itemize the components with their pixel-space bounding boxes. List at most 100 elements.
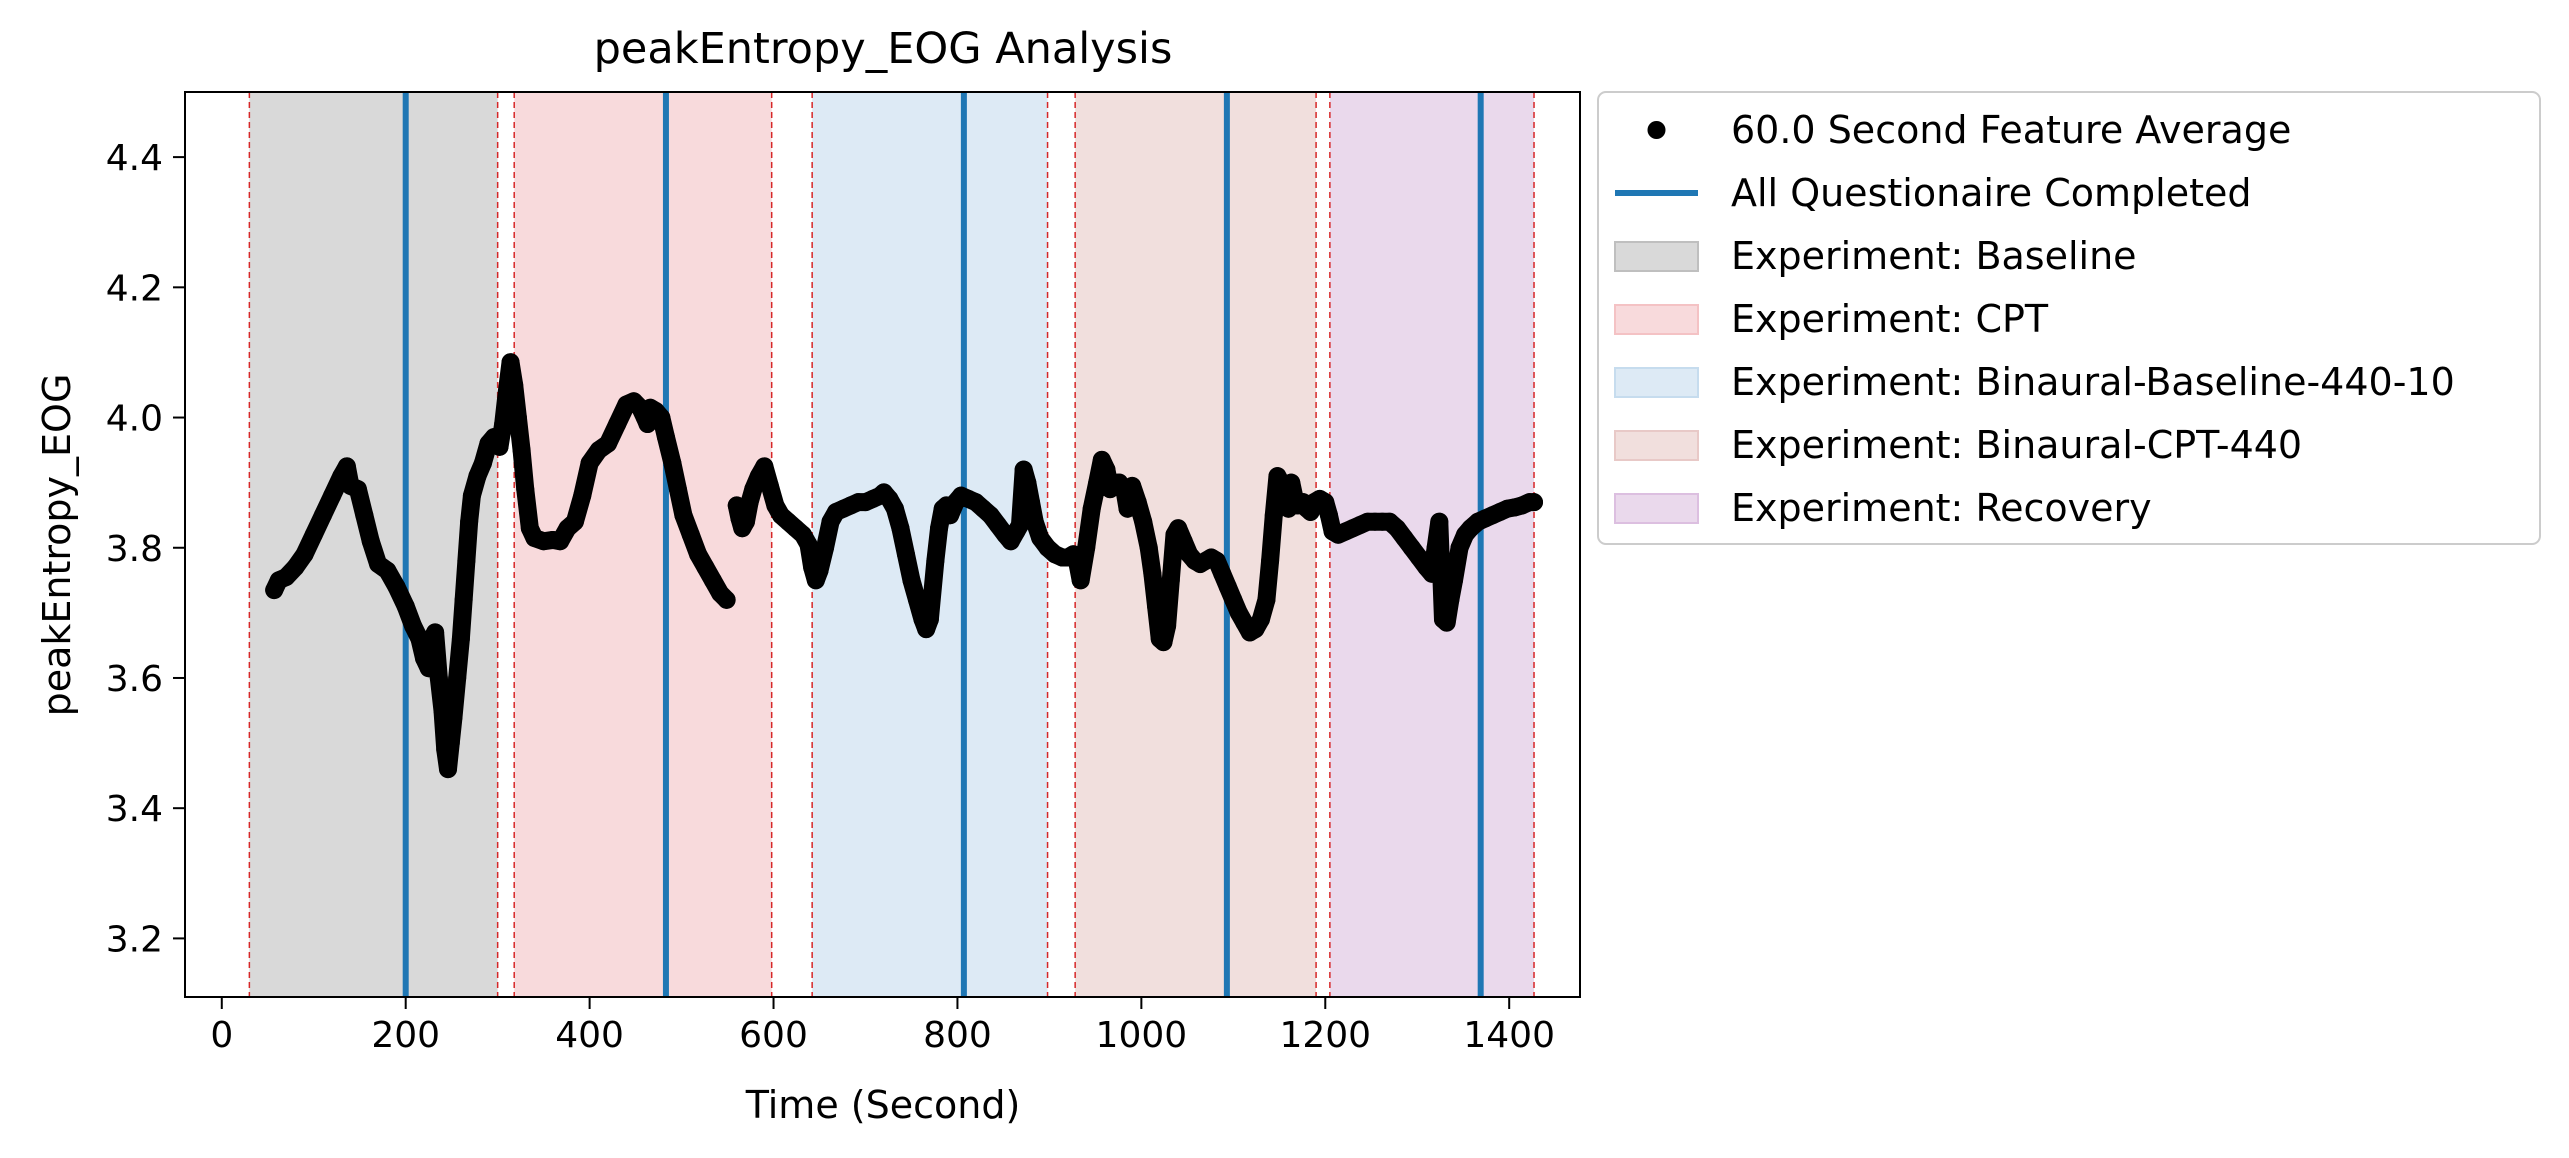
data-point (736, 512, 755, 531)
data-point (1139, 538, 1158, 557)
data-point (460, 512, 479, 531)
legend-patch-swatch (1614, 241, 1699, 272)
data-point (663, 454, 682, 473)
data-point (387, 577, 406, 596)
x-tick-label: 600 (739, 1015, 808, 1056)
legend-label: 60.0 Second Feature Average (1731, 108, 2291, 152)
data-point (580, 454, 599, 473)
data-point (444, 708, 463, 727)
data-point (378, 561, 397, 580)
x-tick-label: 1000 (1096, 1015, 1188, 1056)
data-point (565, 512, 584, 531)
data-point (1071, 571, 1090, 590)
data-point (717, 590, 736, 609)
legend-label: Experiment: Binaural-Baseline-440-10 (1731, 360, 2455, 404)
data-point (920, 610, 939, 629)
data-point (313, 506, 332, 525)
data-point (668, 480, 687, 499)
legend-label: All Questionaire Completed (1731, 171, 2252, 215)
data-point (599, 434, 618, 453)
data-point (926, 551, 945, 570)
data-point (508, 408, 527, 427)
data-point (516, 480, 535, 499)
data-point (494, 415, 513, 434)
data-point (348, 480, 367, 499)
data-point (1128, 493, 1147, 512)
y-tick-label: 4.4 (106, 138, 163, 179)
legend-patch-swatch (1614, 304, 1699, 335)
data-point (1525, 493, 1544, 512)
data-point (1261, 551, 1280, 570)
data-point (454, 590, 473, 609)
data-point (681, 525, 700, 544)
data-point (930, 519, 949, 538)
legend-label: Experiment: Recovery (1731, 486, 2152, 530)
phase-boundary-lines (248, 92, 1535, 997)
data-point (573, 486, 592, 505)
legend-item-1: 60.0 Second Feature Average (1647, 108, 2291, 152)
data-point (355, 506, 374, 525)
data-point (512, 441, 531, 460)
y-axis-ticks: 3.2 3.4 3.6 3.8 4.0 4.2 4.4 (106, 138, 185, 960)
data-point (638, 415, 657, 434)
legend-label: Experiment: Binaural-CPT-440 (1731, 423, 2302, 467)
legend-item-5: Experiment: Binaural-Baseline-440-10 (1614, 360, 2455, 404)
data-point (799, 535, 818, 554)
x-axis-ticks: 0 200 400 600 800 1000 1200 1400 (210, 997, 1555, 1056)
x-tick-label: 200 (371, 1015, 440, 1056)
legend-patch-swatch (1614, 367, 1699, 398)
data-point (361, 532, 380, 551)
data-point (501, 353, 520, 372)
data-point (323, 486, 342, 505)
data-point (1147, 597, 1166, 616)
legend-patch-swatch (1614, 430, 1699, 461)
data-point (1445, 571, 1464, 590)
x-tick-label: 0 (210, 1015, 233, 1056)
y-tick-label: 3.6 (106, 659, 163, 700)
data-point (438, 760, 457, 779)
data-point (1143, 564, 1162, 583)
legend-frame (1597, 91, 2541, 545)
data-point (816, 538, 835, 557)
questionnaire-lines (402, 92, 1484, 997)
x-tick-label: 1200 (1279, 1015, 1371, 1056)
data-point (490, 437, 509, 456)
data-point (1082, 499, 1101, 518)
data-point (1022, 493, 1041, 512)
legend-item-4: Experiment: CPT (1614, 297, 2049, 341)
data-point (1161, 571, 1180, 590)
legend-item-2: All Questionaire Completed (1615, 171, 2252, 215)
data-point (891, 519, 910, 538)
data-point (457, 551, 476, 570)
data-point (755, 457, 774, 476)
x-tick-label: 400 (555, 1015, 624, 1056)
legend-marker-swatch (1647, 121, 1666, 139)
data-point (885, 499, 904, 518)
legend-item-3: Experiment: Baseline (1614, 234, 2137, 278)
data-point (1319, 506, 1338, 525)
data-point (1025, 512, 1044, 531)
legend: 60.0 Second Feature Average All Questiona… (1597, 91, 2541, 545)
phase-bands (249, 92, 1535, 997)
data-point (810, 561, 829, 580)
data-point (295, 545, 314, 564)
data-point (451, 629, 470, 648)
data-point (1426, 538, 1445, 557)
data-point (1257, 590, 1276, 609)
data-point (902, 571, 921, 590)
data-point (1251, 610, 1270, 629)
data-point (473, 454, 492, 473)
data-point (462, 486, 481, 505)
chart-title: peakEntropy_EOG Analysis (594, 24, 1173, 74)
legend-label: Experiment: CPT (1731, 297, 2049, 341)
data-point (608, 415, 627, 434)
data-point (337, 457, 356, 476)
data-point (1430, 512, 1449, 531)
y-tick-label: 3.8 (106, 529, 163, 570)
data-point (656, 428, 675, 447)
data-point (505, 375, 524, 394)
data-point (286, 558, 305, 577)
data-point (1067, 551, 1086, 570)
data-point (907, 590, 926, 609)
